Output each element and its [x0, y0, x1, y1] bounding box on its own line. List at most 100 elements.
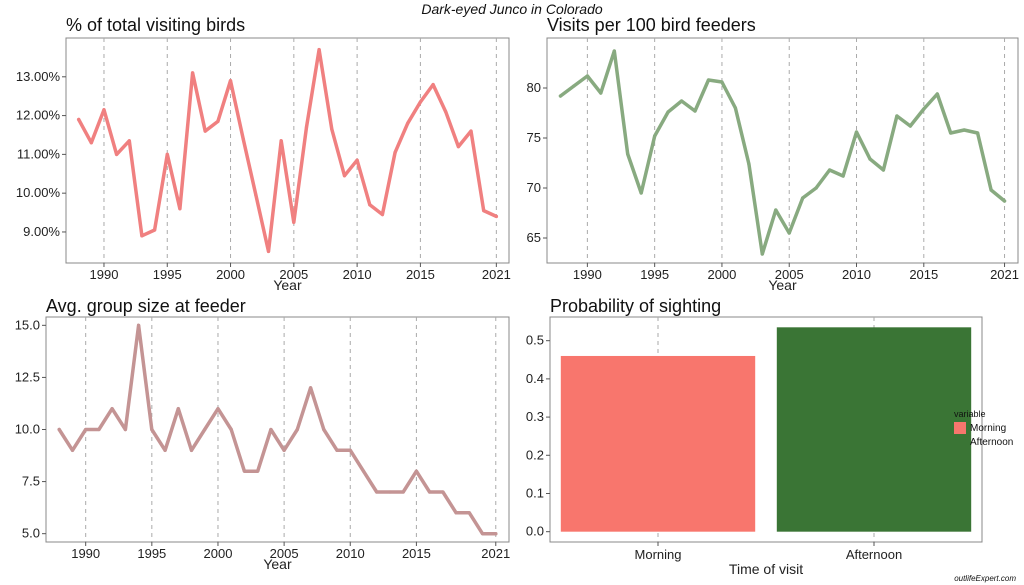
y-tick-label: 0.3 — [526, 409, 544, 424]
data-point — [653, 134, 657, 138]
data-point — [787, 231, 791, 235]
y-tick-label: 12.5 — [15, 369, 40, 384]
x-tick-label: Morning — [635, 547, 682, 562]
data-point — [361, 469, 366, 473]
bar-morning — [560, 355, 756, 532]
data-point — [406, 121, 410, 125]
data-point — [733, 106, 737, 110]
x-tick-label: 2010 — [842, 267, 871, 282]
data-point — [115, 152, 119, 156]
data-point — [375, 490, 379, 494]
y-tick-label: 0.4 — [526, 371, 544, 386]
y-tick-label: 11.00% — [17, 146, 61, 161]
data-point — [456, 145, 460, 149]
data-point — [666, 110, 670, 114]
data-point — [70, 448, 75, 452]
chart-svg: 1990 1995 2000 2005 2010 2015 2021 9.00% 10.00% 1… — [16, 37, 511, 292]
data-point — [342, 174, 347, 178]
data-point — [908, 124, 912, 128]
data-point — [322, 427, 326, 432]
chart-title: Avg. group size at feeder — [46, 296, 246, 316]
data-point — [282, 448, 286, 452]
chart-svg: Morning Afternoon 0.0 0.1 0.2 0.3 0.4 0.5 Time o… — [526, 316, 983, 577]
legend-label: Afternoon — [970, 436, 1014, 448]
chart-svg: 1990 1995 2000 2005 2010 2015 2021 5.0 7.5 10.0 12… — [15, 316, 510, 572]
data-point — [292, 220, 296, 224]
data-point — [189, 448, 194, 452]
legend: variable Morning Afternoon — [954, 409, 1013, 449]
y-tick-label: 0.5 — [526, 333, 544, 348]
data-point — [720, 80, 724, 84]
data-point — [467, 511, 471, 515]
x-tick-label: 2021 — [482, 267, 511, 282]
chart-svg: 1990 1995 2000 2005 2010 2015 2021 65 70 75 80 Year — [527, 37, 1019, 292]
data-point — [176, 407, 180, 411]
data-point — [814, 186, 818, 190]
data-point — [330, 127, 334, 131]
x-tick-label: 2000 — [204, 546, 233, 561]
data-point — [585, 74, 589, 78]
data-point — [150, 427, 154, 432]
y-tick-label: 0.0 — [526, 524, 544, 539]
y-tick-label: 15.0 — [15, 317, 40, 332]
data-point — [558, 94, 563, 98]
data-point — [241, 137, 245, 141]
x-tick-label: 1990 — [573, 267, 602, 282]
data-point — [304, 125, 309, 129]
y-tick-label: 80 — [527, 80, 541, 95]
data-point — [380, 212, 385, 217]
data-point — [137, 323, 141, 327]
data-point — [414, 469, 418, 473]
data-point — [760, 252, 764, 256]
x-tick-label: 2000 — [707, 267, 736, 282]
plot-frame — [65, 37, 510, 264]
chart-panel-probability: Morning Afternoon 0.0 0.1 0.2 0.3 0.4 0.5 Time o… — [512, 292, 1024, 585]
x-axis-label: Year — [273, 277, 302, 292]
legend-swatch — [954, 436, 966, 448]
data-point — [269, 427, 273, 432]
data-point — [599, 91, 603, 95]
data-point — [216, 119, 220, 124]
data-point — [127, 139, 131, 143]
data-point — [348, 448, 352, 452]
data-point — [801, 196, 805, 200]
data-point — [895, 114, 899, 118]
y-tick-label: 5.0 — [22, 526, 40, 541]
data-point — [454, 511, 458, 515]
x-tick-label: 2000 — [216, 267, 245, 282]
data-point — [868, 157, 872, 161]
data-point — [922, 107, 926, 111]
data-point — [401, 490, 405, 494]
data-point — [165, 152, 169, 156]
legend-swatch — [954, 422, 966, 434]
data-point — [393, 150, 397, 155]
data-point — [444, 110, 448, 114]
data-point — [203, 427, 207, 432]
data-point — [949, 131, 953, 135]
x-tick-label: 2021 — [481, 546, 510, 561]
data-point — [494, 532, 498, 536]
plot-frame — [45, 316, 510, 543]
data-point — [110, 407, 114, 411]
data-point — [102, 108, 106, 112]
data-point — [295, 427, 299, 432]
data-point — [242, 469, 247, 473]
data-point — [679, 99, 684, 103]
data-point — [962, 128, 966, 132]
x-tick-label: 2015 — [402, 546, 431, 561]
data-point — [626, 152, 630, 156]
data-point — [229, 427, 233, 432]
data-point — [216, 407, 220, 411]
data-point — [841, 174, 845, 178]
data-point — [254, 193, 258, 197]
data-point — [441, 490, 445, 494]
x-tick-label: 2010 — [336, 546, 365, 561]
data-point — [308, 386, 313, 390]
data-point — [469, 129, 473, 133]
legend-item-afternoon: Afternoon — [954, 435, 1013, 449]
x-tick-label: 1995 — [137, 546, 166, 561]
y-tick-label: 10.00% — [16, 185, 61, 200]
data-point — [97, 427, 101, 432]
y-tick-label: 70 — [527, 180, 541, 195]
data-point — [935, 92, 939, 96]
